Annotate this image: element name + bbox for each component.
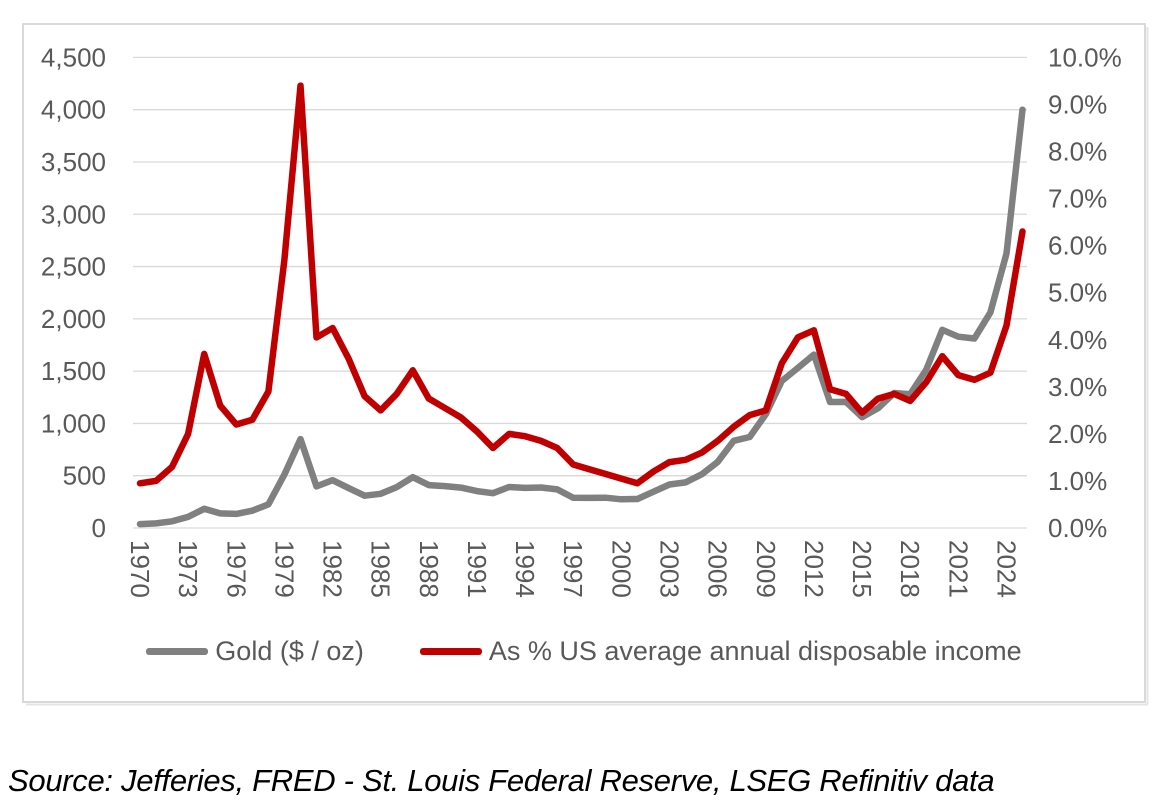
x-axis-tick-label: 2000: [606, 540, 636, 598]
x-axis-tick-label: 2018: [895, 540, 925, 598]
left-axis-tick-label: 4,500: [41, 42, 106, 72]
right-axis-labels: 0.0% 1.0% 2.0% 3.0% 4.0% 5.0% 6.0% 7.0% 8.0% 9.0%…: [1048, 42, 1122, 543]
right-axis-tick-label: 0.0%: [1048, 513, 1107, 543]
right-axis-tick-label: 4.0%: [1048, 325, 1107, 355]
x-axis-tick-label: 1991: [462, 540, 492, 598]
right-axis-tick-label: 3.0%: [1048, 372, 1107, 402]
x-axis-tick-label: 1979: [269, 540, 299, 598]
x-axis-tick-label: 2015: [847, 540, 877, 598]
x-axis-tick-label: 2006: [703, 540, 733, 598]
right-axis-tick-label: 1.0%: [1048, 466, 1107, 496]
gridlines: [133, 56, 1027, 529]
right-axis-tick-label: 8.0%: [1048, 137, 1107, 167]
left-axis-tick-label: 0: [92, 513, 106, 543]
gold-price-line: [136, 106, 1026, 528]
legend-item-ratio: As % US average annual disposable income: [419, 636, 1022, 667]
x-axis-tick-label: 2003: [655, 540, 685, 598]
left-axis-tick-label: 4,000: [41, 95, 106, 125]
x-axis-tick-label: 1982: [318, 540, 348, 598]
legend-item-gold: Gold ($ / oz): [146, 636, 364, 667]
right-axis-tick-label: 7.0%: [1048, 184, 1107, 214]
right-axis-tick-label: 9.0%: [1048, 89, 1107, 119]
left-axis-tick-label: 500: [63, 461, 106, 491]
right-axis-tick-label: 5.0%: [1048, 278, 1107, 308]
right-axis-tick-label: 2.0%: [1048, 419, 1107, 449]
legend-swatch-ratio-line: [419, 648, 482, 655]
left-axis-tick-label: 2,500: [41, 252, 106, 282]
x-axis-tick-label: 1988: [414, 540, 444, 598]
left-axis-tick-label: 2,000: [41, 304, 106, 334]
left-axis-tick-label: 1,000: [41, 408, 106, 438]
source-note: Source: Jefferies, FRED - St. Louis Fede…: [8, 763, 995, 798]
legend-label-ratio: As % US average annual disposable income: [488, 636, 1022, 666]
x-axis-tick-label: 1994: [510, 540, 540, 598]
x-axis-labels: 1970 1973 1976 1979 1982 1985 1988 1991 1994 1997…: [125, 540, 1021, 598]
legend-label-gold: Gold ($ / oz): [215, 636, 364, 666]
x-axis-tick-label: 2021: [943, 540, 973, 598]
x-axis-tick-label: 1985: [366, 540, 396, 598]
x-axis-tick-label: 2012: [799, 540, 829, 598]
left-axis-tick-label: 1,500: [41, 356, 106, 386]
right-axis-tick-label: 6.0%: [1048, 231, 1107, 261]
chart-frame: [22, 23, 1149, 706]
x-axis-tick-label: 1970: [125, 540, 155, 598]
x-axis-tick-label: 1976: [221, 540, 251, 598]
legend-swatch-gold-line: [146, 648, 209, 655]
x-axis-tick-label: 2024: [991, 540, 1021, 598]
left-axis-labels: 0 500 1,000 1,500 2,000 2,500 3,000 3,500 4,000 4…: [41, 42, 106, 543]
disposable-income-ratio-line: [136, 82, 1026, 487]
right-axis-tick-label: 10.0%: [1048, 42, 1122, 72]
x-axis-tick-label: 1997: [558, 540, 588, 598]
x-axis-tick-label: 2009: [751, 540, 781, 598]
frame-border: [22, 23, 1146, 703]
x-axis-tick-label: 1973: [173, 540, 203, 598]
chart-legend: Gold ($ / oz) As % US average annual dis…: [22, 636, 1146, 667]
left-axis-tick-label: 3,000: [41, 199, 106, 229]
left-axis-tick-label: 3,500: [41, 147, 106, 177]
data-series: [136, 82, 1026, 528]
